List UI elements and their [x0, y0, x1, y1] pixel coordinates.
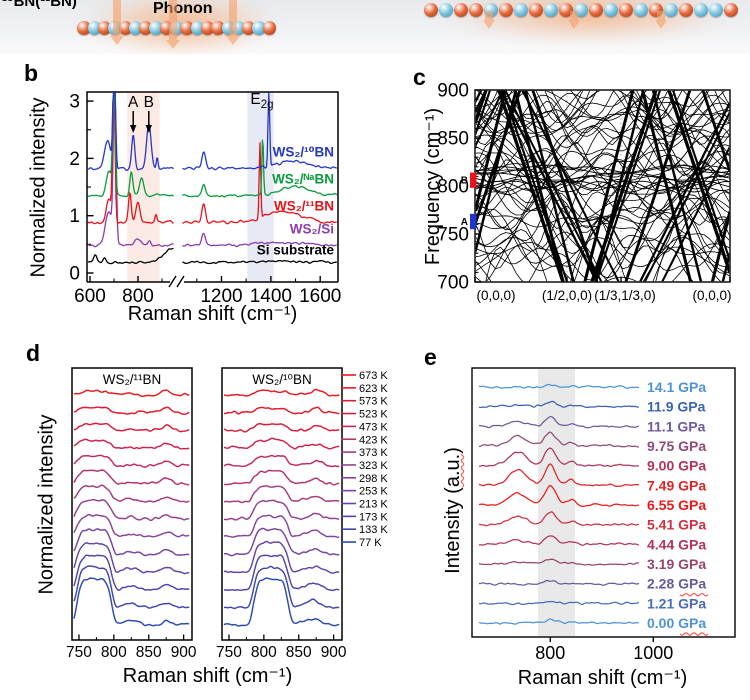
svg-text:1: 1: [69, 206, 80, 227]
svg-text:900: 900: [321, 644, 347, 661]
svg-text:WS₂/¹¹BN: WS₂/¹¹BN: [274, 199, 334, 214]
svg-text:213 K: 213 K: [359, 499, 388, 511]
svg-text:9.00 GPa: 9.00 GPa: [647, 458, 706, 474]
svg-text:3: 3: [69, 92, 80, 113]
svg-text:800: 800: [437, 177, 469, 198]
panel-e-chart: 800 1000 14.1 GPa 11.9 GPa 11.1 GPa 9.75 GPa 9…: [471, 367, 736, 663]
svg-text:473 K: 473 K: [359, 421, 388, 433]
svg-text:800: 800: [101, 644, 127, 661]
svg-text:1600: 1600: [299, 286, 341, 307]
svg-text:WS₂/¹⁰BN: WS₂/¹⁰BN: [252, 372, 311, 387]
svg-text:A: A: [128, 94, 139, 111]
svg-text:1.21 GPa: 1.21 GPa: [647, 595, 706, 611]
svg-text:1200: 1200: [200, 286, 242, 307]
panel-d-chart: 750 800 850 900 WS₂/¹¹BN 750 800 850 900 WS₂/¹⁰BN…: [66, 367, 388, 661]
svg-text:4.44 GPa: 4.44 GPa: [647, 536, 706, 552]
svg-text:WS₂/Si: WS₂/Si: [290, 221, 334, 236]
svg-text:850: 850: [136, 644, 162, 661]
panel-b-chart: 0 1 2 3 600 800 1200 1400 1600 WS₂/¹⁰BN WS₂/ᴺᵃBN WS…: [69, 91, 341, 307]
svg-text:298 K: 298 K: [359, 473, 388, 485]
svg-text:7.49 GPa: 7.49 GPa: [647, 477, 706, 493]
panel-b-xlabel: Raman shift (cm⁻¹): [127, 303, 298, 325]
svg-text:800: 800: [251, 644, 277, 661]
svg-text:900: 900: [171, 644, 197, 661]
isotope-label: ¹⁰BN(¹¹BN): [2, 0, 77, 10]
panel-a-partial: ¹⁰BN(¹¹BN) Phonon: [0, 0, 750, 54]
phonon-label: Phonon: [153, 0, 213, 17]
svg-text:850: 850: [437, 129, 469, 150]
svg-text:B: B: [144, 94, 154, 111]
svg-text:323 K: 323 K: [359, 460, 388, 472]
svg-text:700: 700: [437, 273, 469, 294]
svg-text:2: 2: [69, 149, 80, 170]
panel-b-letter: b: [24, 60, 39, 86]
svg-text:800: 800: [122, 286, 154, 307]
svg-text:523 K: 523 K: [359, 409, 388, 421]
svg-text:1000: 1000: [633, 643, 673, 663]
svg-text:373 K: 373 K: [359, 447, 388, 459]
svg-text:0.00 GPa: 0.00 GPa: [647, 615, 706, 631]
svg-text:600: 600: [74, 286, 106, 307]
svg-text:623 K: 623 K: [359, 383, 388, 395]
svg-text:9.75 GPa: 9.75 GPa: [647, 438, 706, 454]
svg-text:750: 750: [66, 644, 92, 661]
panel-b-ylabel: Normalized intensity: [27, 96, 50, 278]
panel-c-letter: c: [413, 64, 426, 90]
panel-e-letter: e: [424, 344, 437, 370]
svg-text:750: 750: [216, 644, 242, 661]
svg-text:573 K: 573 K: [359, 396, 388, 408]
svg-text:1400: 1400: [250, 286, 292, 307]
svg-text:5.41 GPa: 5.41 GPa: [647, 517, 706, 533]
svg-text:133 K: 133 K: [359, 524, 388, 536]
svg-text:WS₂/¹¹BN: WS₂/¹¹BN: [103, 372, 161, 387]
svg-text:77 K: 77 K: [359, 537, 382, 549]
panel-d-xlabel: Raman shift (cm⁻¹): [122, 665, 293, 687]
svg-text:14.1 GPa: 14.1 GPa: [647, 379, 706, 395]
svg-text:673 K: 673 K: [359, 370, 388, 382]
svg-text:Si substrate: Si substrate: [257, 243, 335, 258]
svg-text:(1/3,1/3,0): (1/3,1/3,0): [594, 288, 656, 303]
svg-text:173 K: 173 K: [359, 511, 388, 523]
panel-d-letter: d: [26, 340, 41, 366]
svg-text:A: A: [461, 217, 468, 228]
svg-text:(1/2,0,0): (1/2,0,0): [542, 288, 592, 303]
svg-text:(0,0,0): (0,0,0): [476, 288, 515, 303]
svg-text:900: 900: [437, 81, 469, 102]
svg-text:423 K: 423 K: [359, 434, 388, 446]
svg-text:3.19 GPa: 3.19 GPa: [647, 556, 706, 572]
svg-text:B: B: [461, 176, 468, 187]
svg-text:253 K: 253 K: [359, 486, 388, 498]
panel-c-chart: 700 750 800 850 900 (0,0,0) (1/2,0,0) (1/3,1/3,…: [437, 81, 731, 304]
svg-text:11.1 GPa: 11.1 GPa: [647, 418, 706, 434]
svg-text:11.9 GPa: 11.9 GPa: [647, 399, 706, 415]
svg-text:0: 0: [69, 264, 80, 285]
svg-text:WS₂/¹⁰BN: WS₂/¹⁰BN: [273, 145, 334, 160]
svg-text:800: 800: [535, 643, 565, 663]
svg-text:850: 850: [286, 644, 312, 661]
svg-text:WS₂/ᴺᵃBN: WS₂/ᴺᵃBN: [272, 172, 334, 187]
svg-text:750: 750: [437, 225, 469, 246]
panel-e-xlabel: Raman shift (cm⁻¹): [517, 667, 688, 689]
svg-text:6.55 GPa: 6.55 GPa: [647, 497, 706, 513]
svg-text:2.28 GPa: 2.28 GPa: [647, 576, 706, 592]
panel-b-ylabel-wrap: Normalized intensity: [26, 92, 52, 282]
svg-text:(0,0,0): (0,0,0): [692, 288, 731, 303]
